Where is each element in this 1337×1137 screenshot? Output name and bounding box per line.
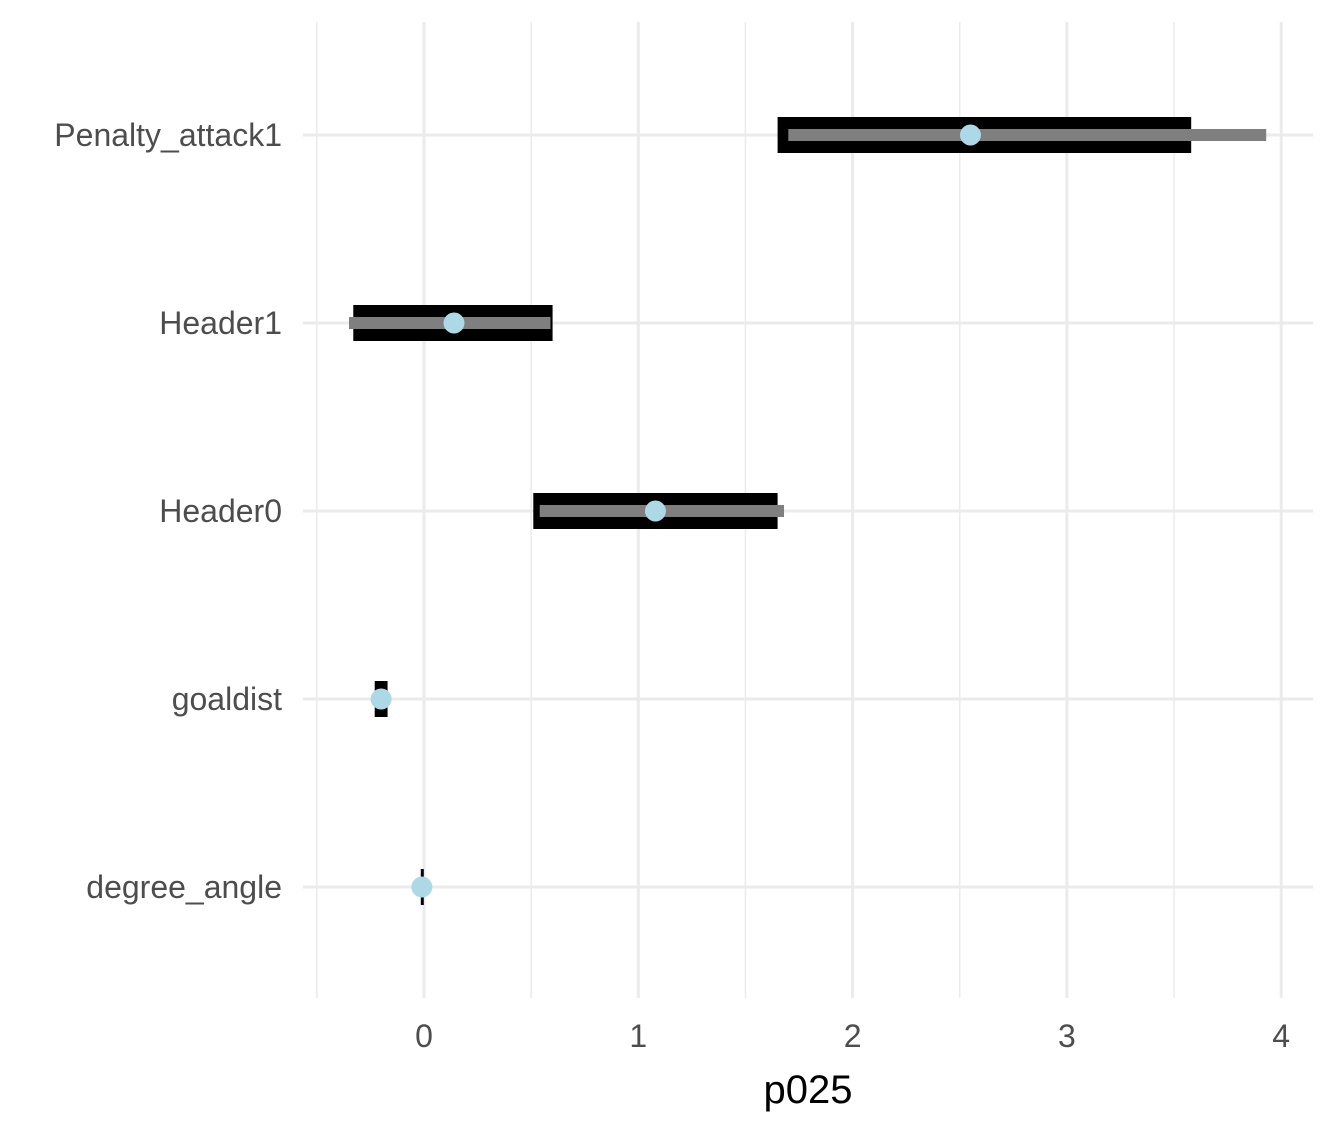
y-tick-label: Penalty_attack1 xyxy=(54,117,282,153)
estimate-point xyxy=(959,124,981,146)
x-tick-label: 1 xyxy=(629,1018,647,1054)
x-axis-title: p025 xyxy=(764,1068,853,1112)
y-tick-label: degree_angle xyxy=(86,869,282,905)
x-axis-labels: 0 1 2 3 4 xyxy=(415,1018,1290,1054)
y-tick-label: goaldist xyxy=(172,681,282,717)
interval-marks xyxy=(348,117,1267,905)
estimate-point xyxy=(443,312,465,334)
estimate-point xyxy=(644,500,666,522)
outer-interval-bar xyxy=(788,129,1267,141)
x-tick-label: 2 xyxy=(844,1018,862,1054)
estimate-point xyxy=(411,876,433,898)
y-tick-label: Header1 xyxy=(159,305,282,341)
x-tick-label: 4 xyxy=(1272,1018,1290,1054)
y-axis-labels: Penalty_attack1 Header1 Header0 goaldist deg… xyxy=(54,117,282,905)
grid xyxy=(303,22,1313,998)
x-tick-label: 0 xyxy=(415,1018,433,1054)
y-tick-label: Header0 xyxy=(159,493,282,529)
estimate-point xyxy=(370,688,392,710)
x-tick-label: 3 xyxy=(1058,1018,1076,1054)
